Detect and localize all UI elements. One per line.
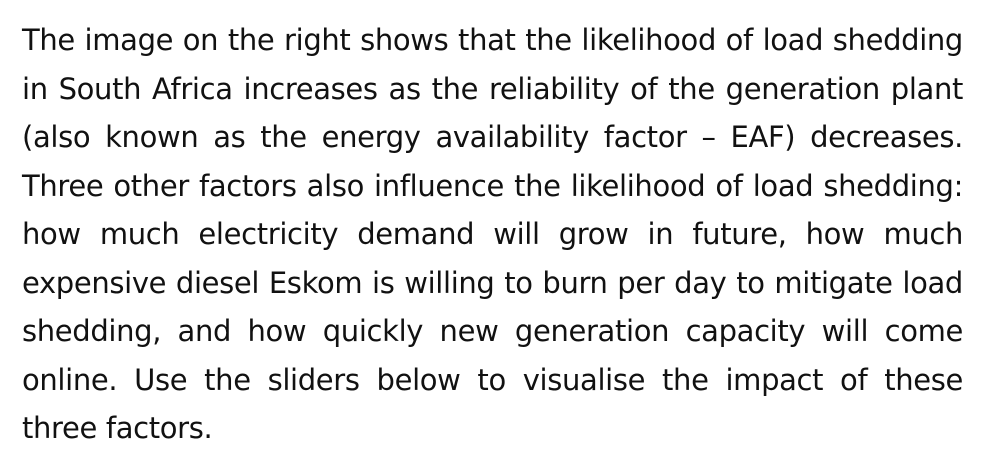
explanatory-paragraph: The image on the right shows that the li… (22, 23, 963, 445)
